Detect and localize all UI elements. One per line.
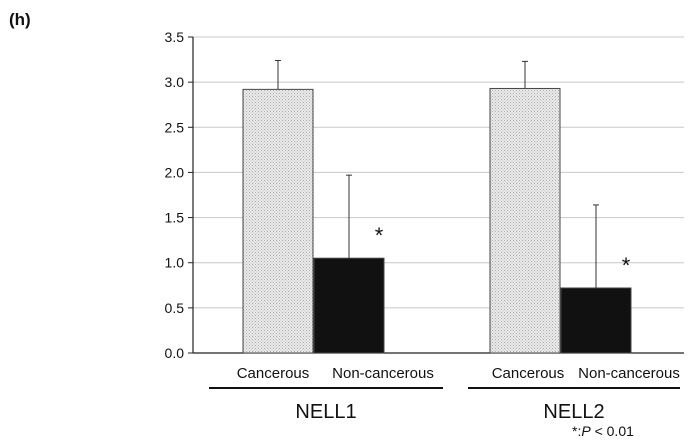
y-tick-label: 3.0 [165,74,185,90]
y-tick-label: 1.0 [165,255,185,271]
y-tick-label: 1.5 [165,210,185,226]
y-tick-label: 0.5 [165,300,185,316]
group-label: NELL1 [295,401,356,423]
y-tick-label: 0.0 [165,345,185,361]
bar [560,287,632,354]
category-label: Non-cancerous [578,365,680,382]
y-tick-label: 2.5 [165,119,185,135]
significance-marker: * [622,253,631,278]
category-label: Cancerous [492,365,565,382]
y-tick-label: 2.0 [165,164,185,180]
group-label: NELL2 [543,401,604,423]
footnote-prefix: *: [572,423,582,439]
category-label: Non-cancerous [332,365,434,382]
y-axis: 0.0 0.5 1.0 1.5 2.0 2.5 3.0 3.5 [165,29,684,361]
y-tick-label: 3.5 [165,29,185,45]
category-label: Cancerous [237,365,310,382]
footnote-suffix: < 0.01 [590,423,634,439]
significance-footnote: *:P < 0.01 [572,423,634,439]
bars [242,59,632,354]
footnote-p: P [581,423,591,439]
significance-marker: * [375,223,384,248]
category-labels: Cancerous * Non-cancerous NELL1 Cancerous * No… [209,223,680,423]
bar [313,257,385,354]
bar [489,87,561,354]
bar [242,88,314,354]
panel-label: (h) [9,10,31,29]
